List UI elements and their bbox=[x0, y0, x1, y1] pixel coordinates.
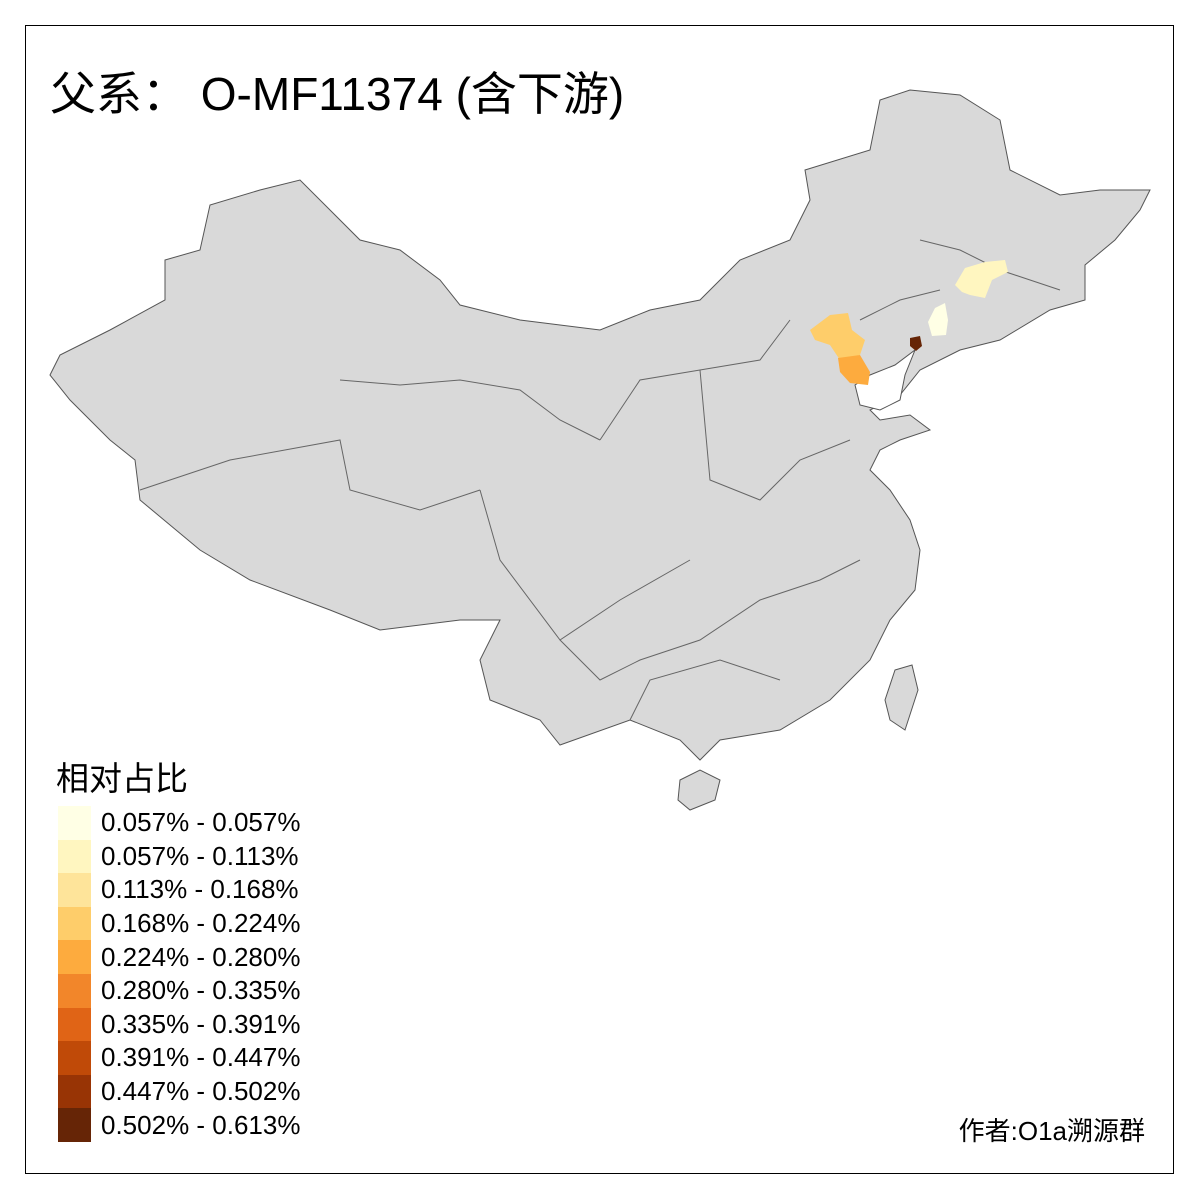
legend-swatch bbox=[58, 839, 91, 874]
legend-label: 0.057% - 0.113% bbox=[101, 840, 299, 871]
legend-swatch bbox=[58, 1074, 91, 1109]
region-class-224-280 bbox=[838, 355, 870, 385]
legend-swatch bbox=[58, 806, 91, 840]
legend-item: 0.168% - 0.224% bbox=[58, 906, 301, 941]
map-title: 父系： O-MF11374 (含下游) bbox=[50, 68, 625, 120]
legend-item: 0.502% - 0.613% bbox=[58, 1108, 300, 1142]
legend-swatch bbox=[58, 1007, 91, 1042]
map-frame bbox=[25, 25, 1174, 1174]
legend-swatch bbox=[58, 873, 91, 907]
legend-item: 0.057% - 0.113% bbox=[58, 839, 300, 874]
legend-label: 0.502% - 0.613% bbox=[101, 1109, 301, 1140]
legend-label: 0.113% - 0.168% bbox=[101, 874, 299, 905]
region-class-057-113 bbox=[955, 260, 1008, 298]
legend-label: 0.391% - 0.447% bbox=[101, 1042, 301, 1073]
legend-swatch bbox=[58, 940, 91, 974]
province-borders bbox=[139, 239, 1061, 721]
legend-title: 相对占比 bbox=[56, 759, 188, 798]
bohai-sea bbox=[854, 348, 917, 411]
legend-label: 0.057% - 0.057% bbox=[101, 807, 301, 838]
legend-item: 0.391% - 0.447% bbox=[58, 1041, 300, 1075]
legend: 0.057% - 0.057% 0.057% - 0.113% 0.113% - 0… bbox=[58, 806, 300, 1142]
legend-item: 0.224% - 0.280% bbox=[58, 940, 300, 974]
taiwan bbox=[884, 664, 919, 731]
legend-label: 0.168% - 0.224% bbox=[101, 908, 301, 939]
legend-swatch bbox=[58, 973, 91, 1008]
region-class-057-057 bbox=[928, 303, 948, 336]
legend-item: 0.335% - 0.391% bbox=[58, 1007, 301, 1042]
region-class-168-224 bbox=[810, 313, 865, 360]
legend-label: 0.280% - 0.335% bbox=[101, 975, 301, 1006]
legend-item: 0.280% - 0.335% bbox=[58, 973, 301, 1008]
legend-swatch bbox=[58, 1108, 91, 1142]
hainan bbox=[677, 769, 721, 811]
legend-swatch bbox=[58, 1041, 91, 1075]
legend-label: 0.447% - 0.502% bbox=[101, 1076, 301, 1107]
china-mainland bbox=[49, 89, 1151, 761]
legend-label: 0.224% - 0.280% bbox=[101, 941, 301, 972]
legend-item: 0.447% - 0.502% bbox=[58, 1074, 301, 1109]
legend-item: 0.057% - 0.057% bbox=[58, 806, 300, 840]
legend-item: 0.113% - 0.168% bbox=[58, 873, 300, 907]
author-credit: 作者:O1a溯源群 bbox=[958, 1116, 1145, 1146]
highlighted-regions bbox=[810, 260, 1008, 385]
region-class-502-613 bbox=[910, 336, 922, 351]
legend-label: 0.335% - 0.391% bbox=[101, 1008, 301, 1039]
legend-swatch bbox=[58, 906, 91, 941]
